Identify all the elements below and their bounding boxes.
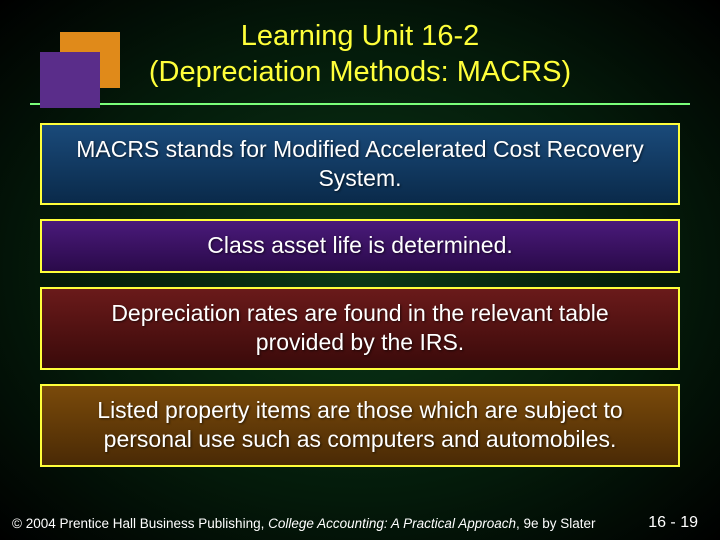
info-box-3: Depreciation rates are found in the rele… [40,287,680,370]
info-box-4-text: Listed property items are those which ar… [97,397,622,452]
slide-footer: © 2004 Prentice Hall Business Publishing… [0,514,720,532]
info-box-2: Class asset life is determined. [40,219,680,272]
copyright-suffix: , 9e by Slater [516,516,596,531]
info-box-4: Listed property items are those which ar… [40,384,680,467]
slide-header: Learning Unit 16-2 (Depreciation Methods… [30,0,690,105]
book-title: College Accounting: A Practical Approach [268,516,516,531]
slide-title: Learning Unit 16-2 (Depreciation Methods… [30,18,690,91]
info-box-1: MACRS stands for Modified Accelerated Co… [40,123,680,206]
copyright-prefix: © 2004 Prentice Hall Business Publishing… [12,516,268,531]
page-number: 16 - 19 [648,514,708,532]
title-line-1: Learning Unit 16-2 [241,20,480,52]
info-box-2-text: Class asset life is determined. [207,232,513,258]
content-boxes: MACRS stands for Modified Accelerated Co… [0,105,720,467]
title-line-2: (Depreciation Methods: MACRS) [149,56,571,88]
copyright-text: © 2004 Prentice Hall Business Publishing… [12,516,596,531]
info-box-3-text: Depreciation rates are found in the rele… [111,300,608,355]
info-box-1-text: MACRS stands for Modified Accelerated Co… [76,136,644,191]
